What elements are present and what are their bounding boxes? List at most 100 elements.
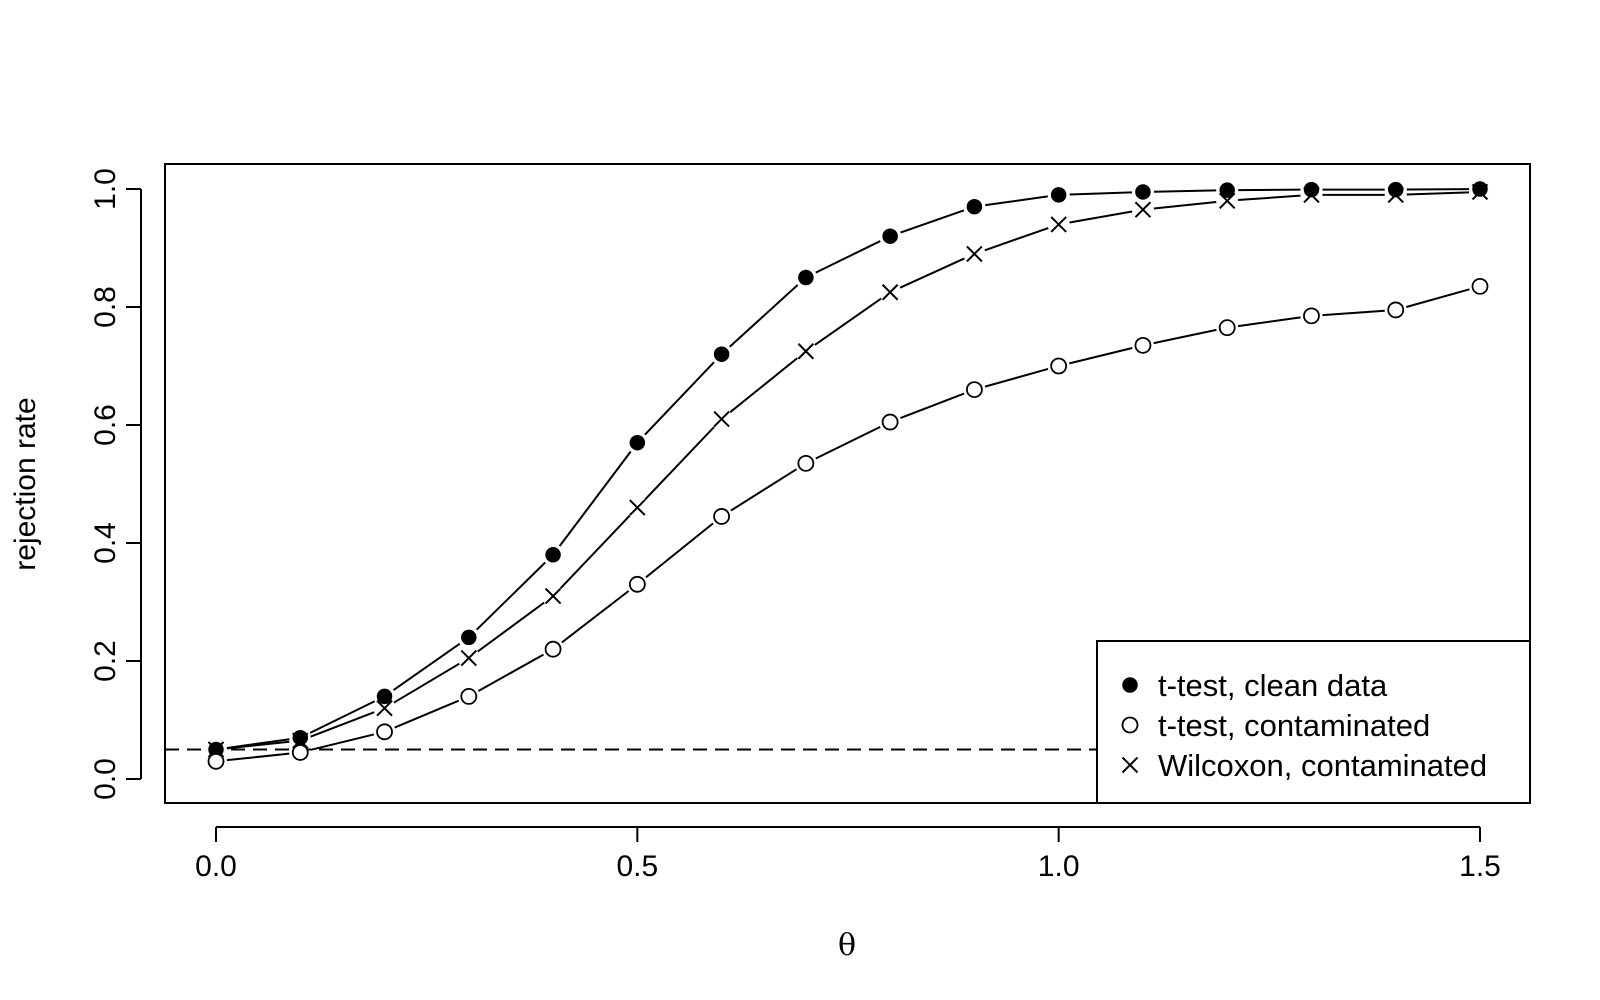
series-2 (207, 183, 1489, 758)
series-segment (226, 752, 290, 762)
data-point (545, 547, 561, 563)
series-segment (645, 522, 714, 579)
data-point (1134, 201, 1152, 218)
series-segment (729, 357, 798, 413)
data-point (1218, 319, 1236, 337)
legend: t-test, clean data t-test, contaminated Wi… (1096, 640, 1531, 804)
series-segment (394, 699, 460, 729)
y-tick-label: 0.2 (89, 640, 122, 682)
series-segment (729, 284, 799, 348)
data-point (713, 410, 730, 428)
series-segment (815, 240, 881, 274)
x-tick-label: 0.0 (195, 850, 237, 883)
series-segment (1069, 346, 1133, 365)
data-point (1471, 277, 1489, 295)
data-point (460, 649, 478, 667)
y-tick-label: 1.0 (89, 168, 122, 210)
series-segment (1406, 288, 1470, 308)
x-tick-label: 1.5 (1459, 850, 1501, 883)
series-segment (814, 297, 882, 346)
data-point (1050, 216, 1067, 233)
data-point (966, 245, 983, 263)
series-1 (207, 277, 1489, 770)
series-segment (730, 468, 798, 512)
data-point (713, 346, 730, 362)
series-segment (984, 227, 1049, 252)
series-segment (985, 195, 1048, 207)
data-point (881, 284, 899, 301)
series-segment (475, 561, 546, 631)
data-point (376, 723, 393, 741)
series-segment (1153, 189, 1217, 193)
data-point (376, 699, 393, 717)
data-point (1134, 336, 1152, 354)
series-segment (1153, 200, 1217, 210)
data-point (1303, 307, 1320, 325)
data-point (1303, 186, 1320, 204)
series-segment (899, 257, 965, 289)
series-segment (310, 733, 375, 751)
series-segment (310, 711, 375, 738)
data-point (1387, 301, 1405, 319)
data-point (966, 198, 983, 215)
series-segment (815, 425, 881, 460)
data-point (628, 575, 646, 593)
data-point (797, 343, 815, 360)
data-point (798, 269, 814, 286)
series-segment (900, 209, 965, 234)
data-point (544, 640, 562, 658)
y-axis-label: rejection rate (9, 397, 42, 570)
series-segment (1322, 309, 1385, 317)
series-segment (644, 426, 715, 501)
series-segment (226, 740, 290, 750)
legend-label: Wilcoxon, contaminated (1158, 748, 1487, 783)
data-point (292, 729, 309, 746)
data-point (544, 587, 562, 605)
data-point (797, 454, 815, 472)
data-point (461, 629, 477, 646)
data-point (207, 741, 225, 758)
data-point (1387, 181, 1404, 198)
data-point (291, 744, 309, 761)
data-point (1471, 183, 1489, 201)
series-segment (1406, 191, 1470, 196)
series-segment (1237, 316, 1301, 328)
legend-marker (1121, 756, 1139, 774)
legend-marker (1122, 677, 1138, 693)
series-segment (1238, 194, 1301, 202)
series-segment (559, 514, 631, 589)
series-segment (900, 392, 965, 420)
data-point (1218, 192, 1236, 210)
data-point (713, 508, 730, 525)
data-point (1050, 187, 1067, 203)
data-point (292, 732, 309, 749)
series-segment (558, 450, 632, 547)
series-segment (392, 642, 461, 691)
series-segment (309, 700, 376, 734)
data-point (376, 688, 393, 705)
y-tick-label: 0.0 (89, 758, 122, 800)
legend-label: t-test, clean data (1158, 668, 1388, 703)
data-point (881, 413, 899, 431)
data-point (966, 381, 983, 399)
series-segment (984, 368, 1049, 388)
data-point (629, 434, 646, 451)
y-tick-label: 0.8 (89, 286, 122, 328)
y-tick-label: 0.4 (89, 522, 122, 564)
data-point (629, 499, 646, 516)
x-tick-label: 0.5 (616, 850, 658, 883)
data-point (1135, 184, 1151, 200)
series-0 (208, 181, 1488, 758)
series-segment (477, 601, 545, 653)
series-layer (165, 181, 1489, 770)
series-segment (1069, 210, 1133, 224)
series-segment (561, 590, 630, 644)
data-point (460, 688, 478, 705)
series-segment (1153, 328, 1217, 345)
series-segment (1069, 191, 1132, 196)
data-point (1387, 186, 1404, 204)
data-point (1050, 357, 1068, 375)
y-tick-label: 0.6 (89, 404, 122, 446)
series-segment (477, 653, 544, 692)
